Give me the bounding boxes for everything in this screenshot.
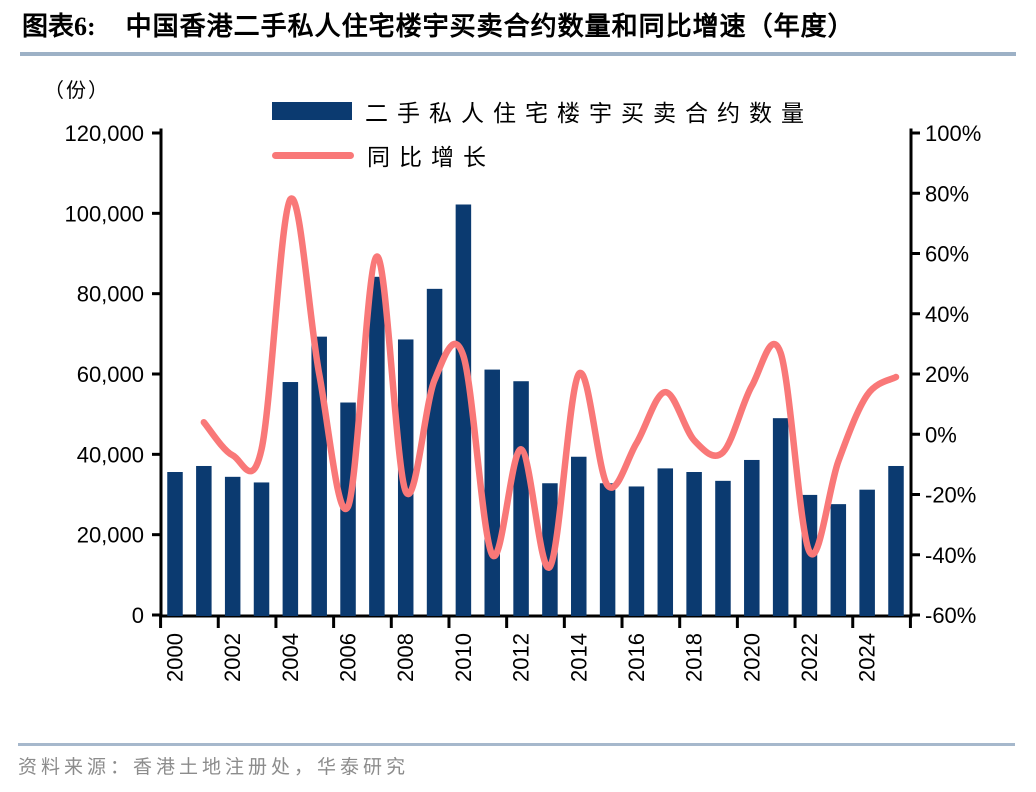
x-axis-year-label: 2024 [855, 633, 880, 682]
bar-2024 [859, 489, 875, 616]
left-axis-tick-label: 80,000 [77, 282, 144, 307]
x-axis-year-label: 2000 [163, 633, 188, 682]
bar-2004 [282, 382, 299, 616]
x-axis-year-label: 2020 [739, 633, 764, 682]
right-axis-tick-label: 80% [925, 181, 969, 206]
bar-2002 [224, 476, 241, 616]
bar-2011 [484, 369, 500, 616]
bar-2010 [455, 204, 472, 616]
x-axis-year-label: 2018 [682, 633, 707, 682]
left-axis-tick-label: 0 [132, 603, 144, 628]
left-axis-tick-label: 120,000 [64, 121, 144, 146]
bar-2009 [426, 288, 443, 616]
chart-title-prefix: 图表6: [22, 12, 96, 41]
x-axis-year-label: 2002 [220, 633, 245, 682]
bar-2016 [628, 486, 645, 616]
axis-tick-labels: 0 20,000 40,000 60,000 80,000 100,000 120,000 -… [64, 121, 981, 682]
chart-title-text: 中国香港二手私人住宅楼宇买卖合约数量和同比增速（年度） [125, 12, 855, 41]
right-axis-tick-label: -40% [925, 543, 976, 568]
bar-2003 [253, 482, 270, 616]
bar-2012 [513, 381, 529, 616]
x-axis-year-label: 2014 [566, 633, 591, 682]
legend-item-yoy: 同比增长 [272, 143, 813, 170]
legend-bar-label: 二手私人住宅楼宇买卖合约数量 [365, 101, 813, 126]
x-axis-year-label: 2006 [336, 633, 361, 682]
bar-2001 [196, 465, 212, 616]
bar-2015 [599, 483, 616, 616]
right-axis-tick-label: 60% [925, 242, 969, 267]
title-underline [20, 52, 1016, 56]
legend: 二手私人住宅楼宇买卖合约数量 同比增长 [272, 99, 813, 170]
footer-rule [18, 743, 1015, 746]
bar-2000 [167, 472, 183, 616]
right-axis-tick-label: 100% [925, 121, 981, 146]
source-note: 资料来源：香港土地注册处，华泰研究 [18, 757, 410, 778]
left-axis-tick-label: 40,000 [77, 442, 144, 467]
legend-bar-swatch [272, 102, 352, 120]
left-axis-tick-label: 60,000 [77, 362, 144, 387]
right-axis-tick-label: -60% [925, 603, 976, 628]
legend-line-label: 同比增长 [367, 145, 495, 170]
bar-2020 [744, 459, 760, 616]
left-axis-tick-label: 20,000 [77, 523, 144, 548]
bar-2021 [772, 418, 789, 616]
bar-2013 [542, 483, 558, 616]
y-axis-unit-label: （份） [44, 80, 110, 102]
bar-2014 [571, 456, 587, 616]
legend-line-swatch [272, 151, 354, 159]
chart-title: 图表6: 中国香港二手私人住宅楼宇买卖合约数量和同比增速（年度） [22, 6, 1022, 43]
legend-item-contracts: 二手私人住宅楼宇买卖合约数量 [272, 99, 813, 126]
right-axis-tick-label: 0% [925, 422, 957, 447]
bars-series [167, 204, 904, 616]
x-axis-year-label: 2016 [624, 633, 649, 682]
bar-2025 [888, 465, 904, 616]
bar-2007 [369, 276, 385, 616]
x-axis-year-label: 2004 [278, 633, 303, 682]
bar-2017 [657, 468, 674, 616]
right-axis-tick-label: 20% [925, 362, 969, 387]
right-axis-tick-label: 40% [925, 302, 969, 327]
right-axis-tick-label: -20% [925, 483, 976, 508]
left-axis-tick-label: 100,000 [64, 201, 144, 226]
bar-2019 [715, 480, 731, 616]
yoy-line [200, 195, 900, 571]
x-axis-year-label: 2022 [797, 633, 822, 682]
bar-2018 [686, 472, 702, 616]
x-axis-year-label: 2008 [393, 633, 418, 682]
x-axis-year-label: 2010 [451, 633, 476, 682]
x-axis-year-label: 2012 [509, 633, 534, 682]
bar-2023 [830, 504, 847, 616]
